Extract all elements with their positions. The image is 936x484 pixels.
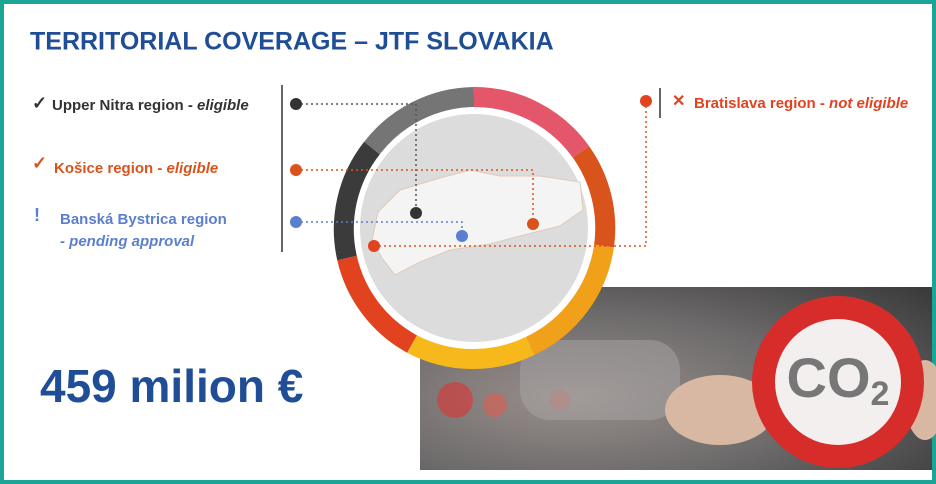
region-icon: ✓	[32, 93, 47, 113]
title: TERRITORIAL COVERAGE – JTF SLOVAKIA	[30, 28, 554, 56]
region-icon: !	[34, 205, 40, 225]
region-status: - pending approval	[60, 233, 195, 250]
region-label: Košice region - eligible	[54, 160, 218, 177]
region-icon: ✓	[32, 153, 47, 173]
region-label: Bratislava region - not eligible	[694, 95, 908, 112]
region-icon: ✕	[672, 93, 685, 110]
region-label: Banská Bystrica region	[60, 211, 227, 228]
amount: 459 milion €	[40, 360, 303, 412]
region-label: Upper Nitra region - eligible	[52, 97, 249, 114]
slide: TERRITORIAL COVERAGE – JTF SLOVAKIA CO2	[0, 0, 936, 484]
